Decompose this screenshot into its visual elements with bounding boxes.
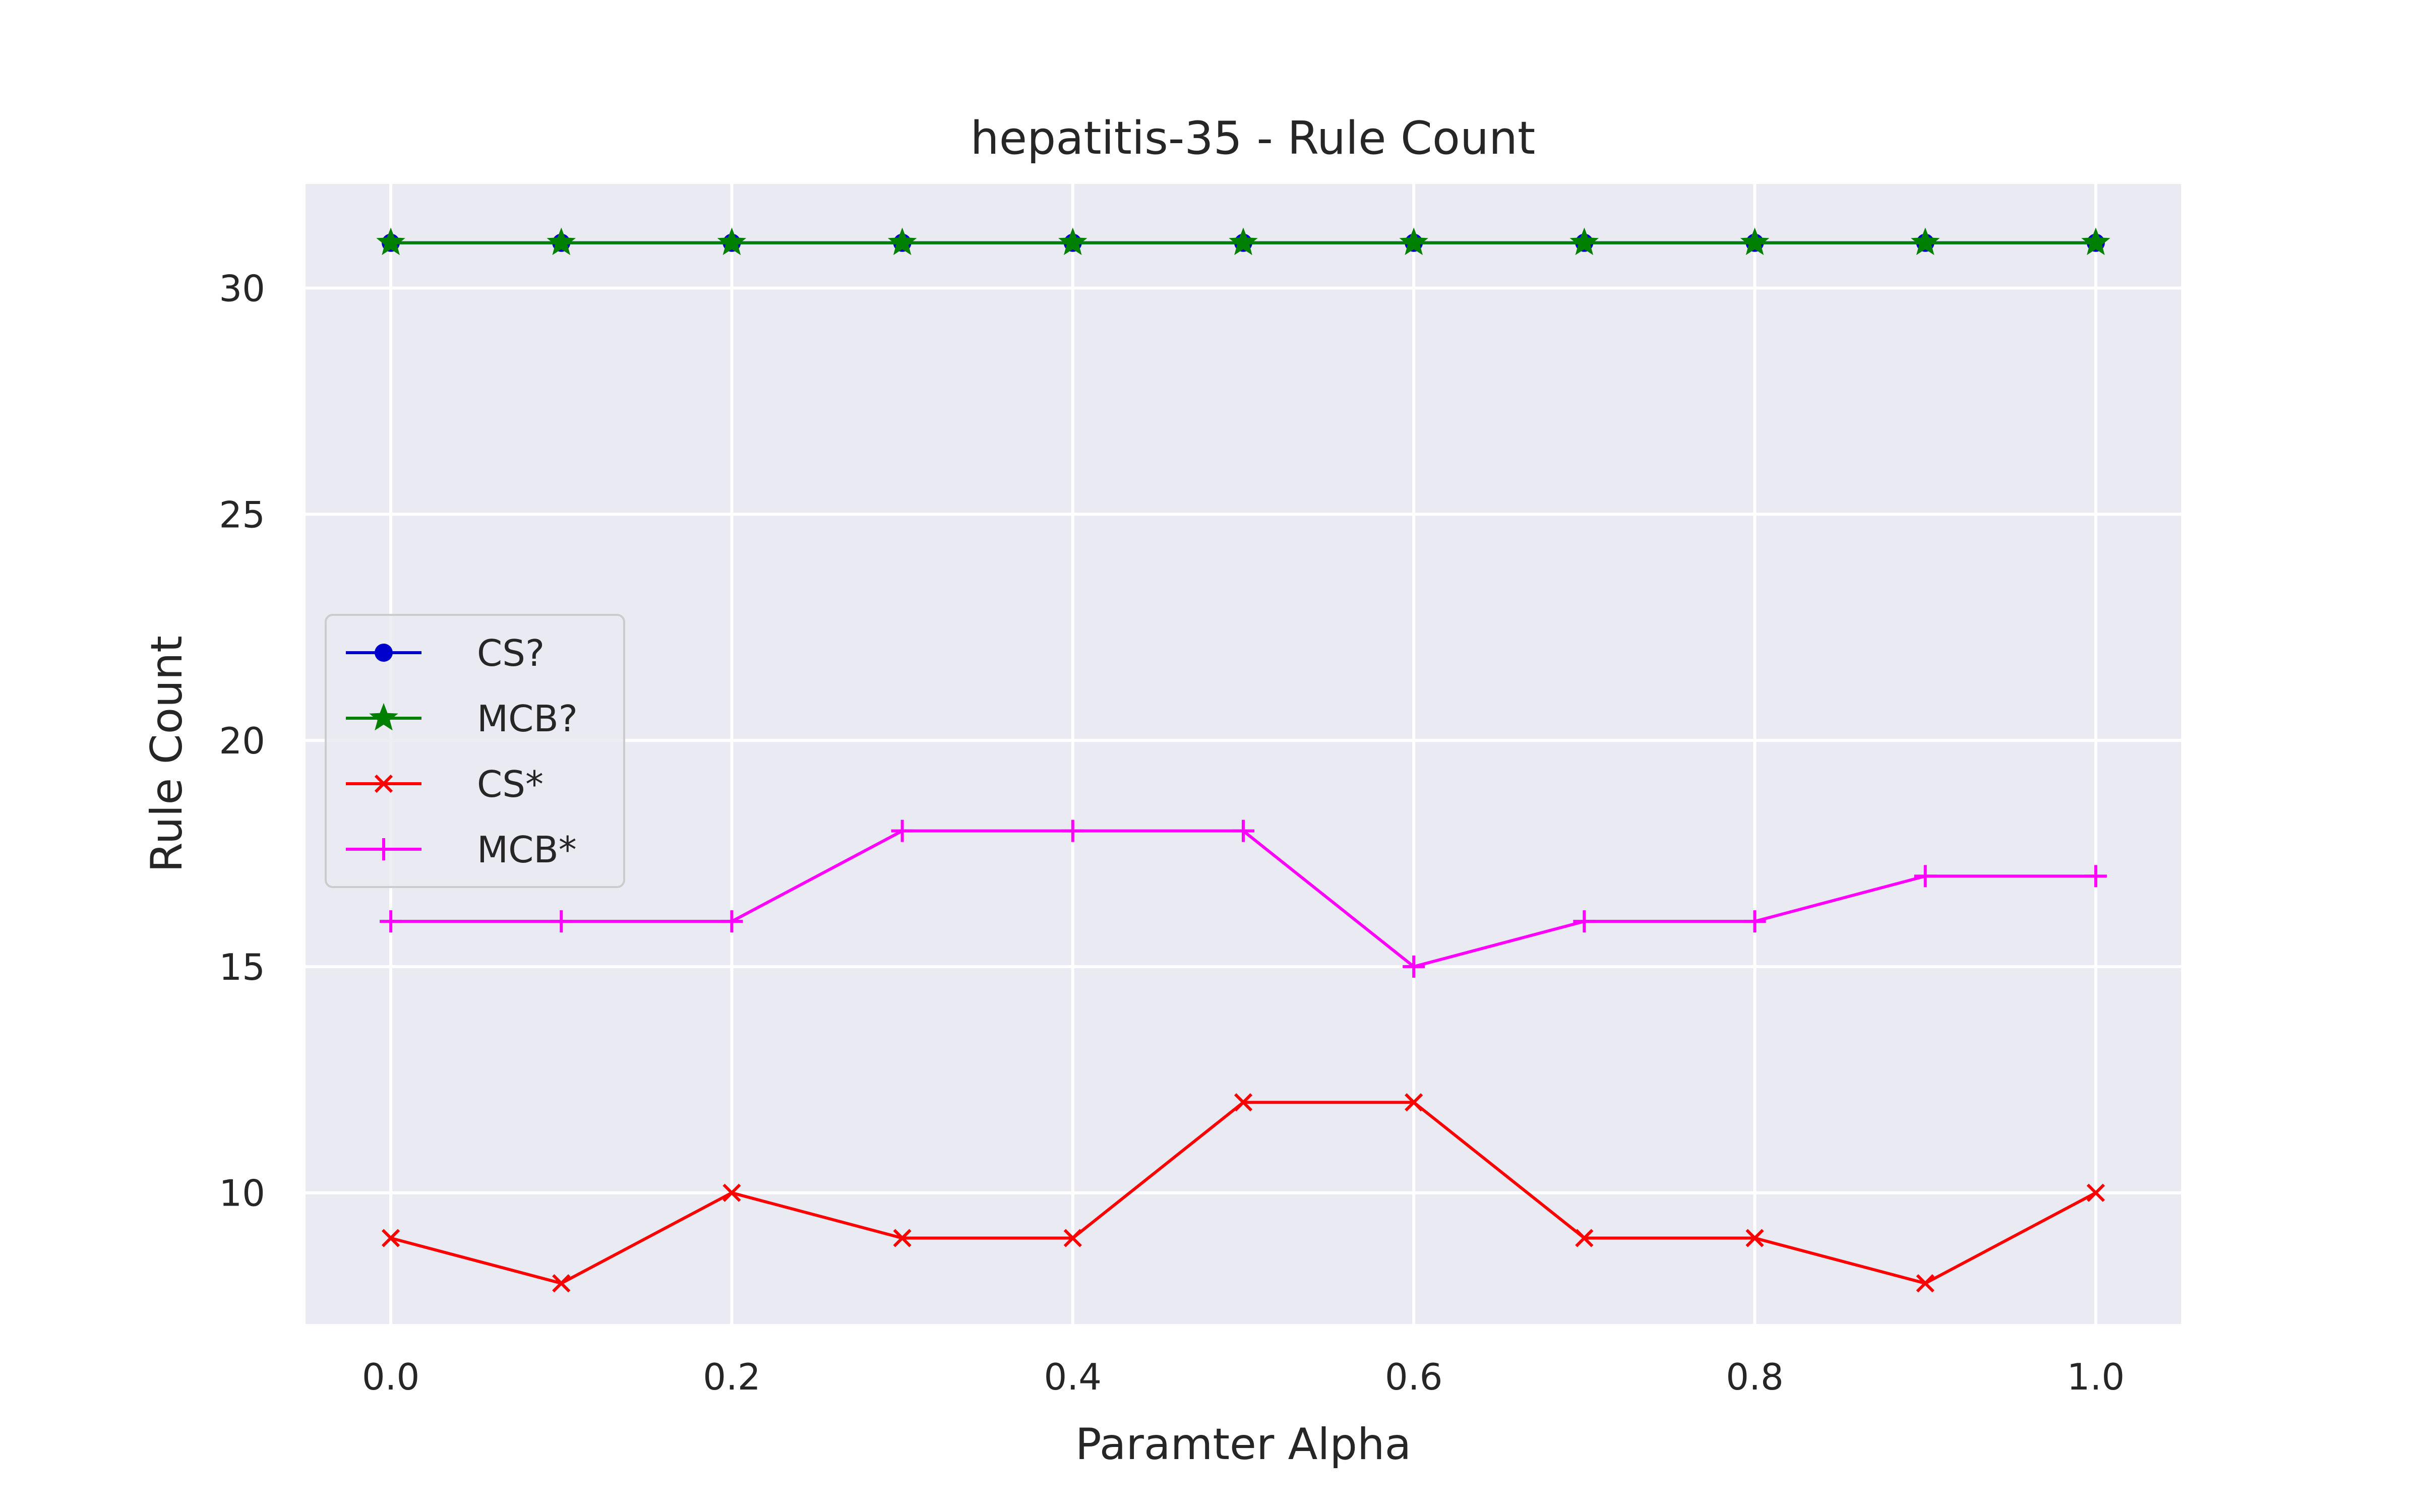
- legend-item: MCB*: [346, 829, 577, 871]
- legend-box: [325, 614, 625, 888]
- data-point: [1573, 910, 1596, 933]
- data-point: [1916, 1274, 1934, 1293]
- x-axis-label: Paramter Alpha: [1075, 1419, 1411, 1470]
- data-point: [1234, 1093, 1253, 1112]
- data-point: [550, 910, 573, 933]
- data-point: [1575, 1229, 1594, 1247]
- y-tick-label: 20: [219, 720, 265, 762]
- data-point: [547, 227, 576, 256]
- data-point: [722, 1183, 741, 1202]
- x-tick-labels: 0.0 0.2 0.4 0.6 0.8 1.0: [362, 1356, 2125, 1398]
- data-point: [381, 1229, 400, 1247]
- data-point: [1743, 910, 1766, 933]
- data-point: [1061, 820, 1084, 842]
- data-point: [1232, 820, 1254, 842]
- data-point: [1914, 865, 1937, 888]
- chart-title: hepatitis-35 - Rule Count: [971, 112, 1536, 165]
- series-2: [376, 227, 2110, 256]
- legend-label: MCB*: [477, 829, 577, 871]
- data-point: [374, 774, 393, 793]
- data-point: [369, 703, 398, 731]
- x-tick-label: 0.6: [1385, 1356, 1443, 1398]
- legend-label: CS?: [477, 632, 544, 674]
- legend-label: CS*: [477, 763, 543, 805]
- series-layer: [376, 227, 2110, 1293]
- x-tick-label: 0.8: [1726, 1356, 1784, 1398]
- data-point: [1910, 227, 1940, 256]
- legend-item: MCB?: [346, 698, 578, 740]
- data-point: [893, 1229, 912, 1247]
- x-tick-label: 0.0: [362, 1356, 420, 1398]
- data-point: [1229, 227, 1258, 256]
- y-tick-labels: 10 15 20 25 30: [219, 267, 265, 1214]
- data-point: [376, 227, 405, 256]
- data-point: [1745, 1229, 1764, 1247]
- x-tick-label: 0.2: [703, 1356, 761, 1398]
- data-point: [1740, 227, 1770, 256]
- data-point: [1063, 1229, 1082, 1247]
- data-point: [717, 227, 747, 256]
- data-point: [1399, 227, 1428, 256]
- data-point: [1403, 955, 1425, 978]
- y-tick-label: 15: [219, 946, 265, 988]
- legend-item: CS*: [346, 763, 543, 805]
- data-point: [1405, 1093, 1423, 1112]
- data-point: [375, 644, 393, 662]
- y-tick-label: 10: [219, 1172, 265, 1215]
- data-point: [2081, 227, 2110, 256]
- data-point: [720, 910, 743, 933]
- legend-label: MCB?: [477, 698, 578, 740]
- data-point: [887, 227, 917, 256]
- x-tick-label: 1.0: [2067, 1356, 2125, 1398]
- series-3: [381, 1093, 2105, 1293]
- data-point: [373, 838, 395, 860]
- data-point: [1569, 227, 1599, 256]
- data-point: [2086, 1183, 2105, 1202]
- data-point: [891, 820, 914, 842]
- legend: CS? MCB? CS* MCB*: [325, 614, 625, 888]
- data-point: [380, 910, 402, 933]
- data-point: [1058, 227, 1087, 256]
- y-tick-label: 30: [219, 267, 265, 309]
- legend-item: CS?: [346, 632, 544, 674]
- y-tick-label: 25: [219, 493, 265, 536]
- x-tick-label: 0.4: [1044, 1356, 1102, 1398]
- series-4: [380, 820, 2107, 978]
- data-point: [2084, 865, 2107, 888]
- data-point: [552, 1274, 571, 1293]
- y-axis-label: Rule Count: [142, 636, 192, 872]
